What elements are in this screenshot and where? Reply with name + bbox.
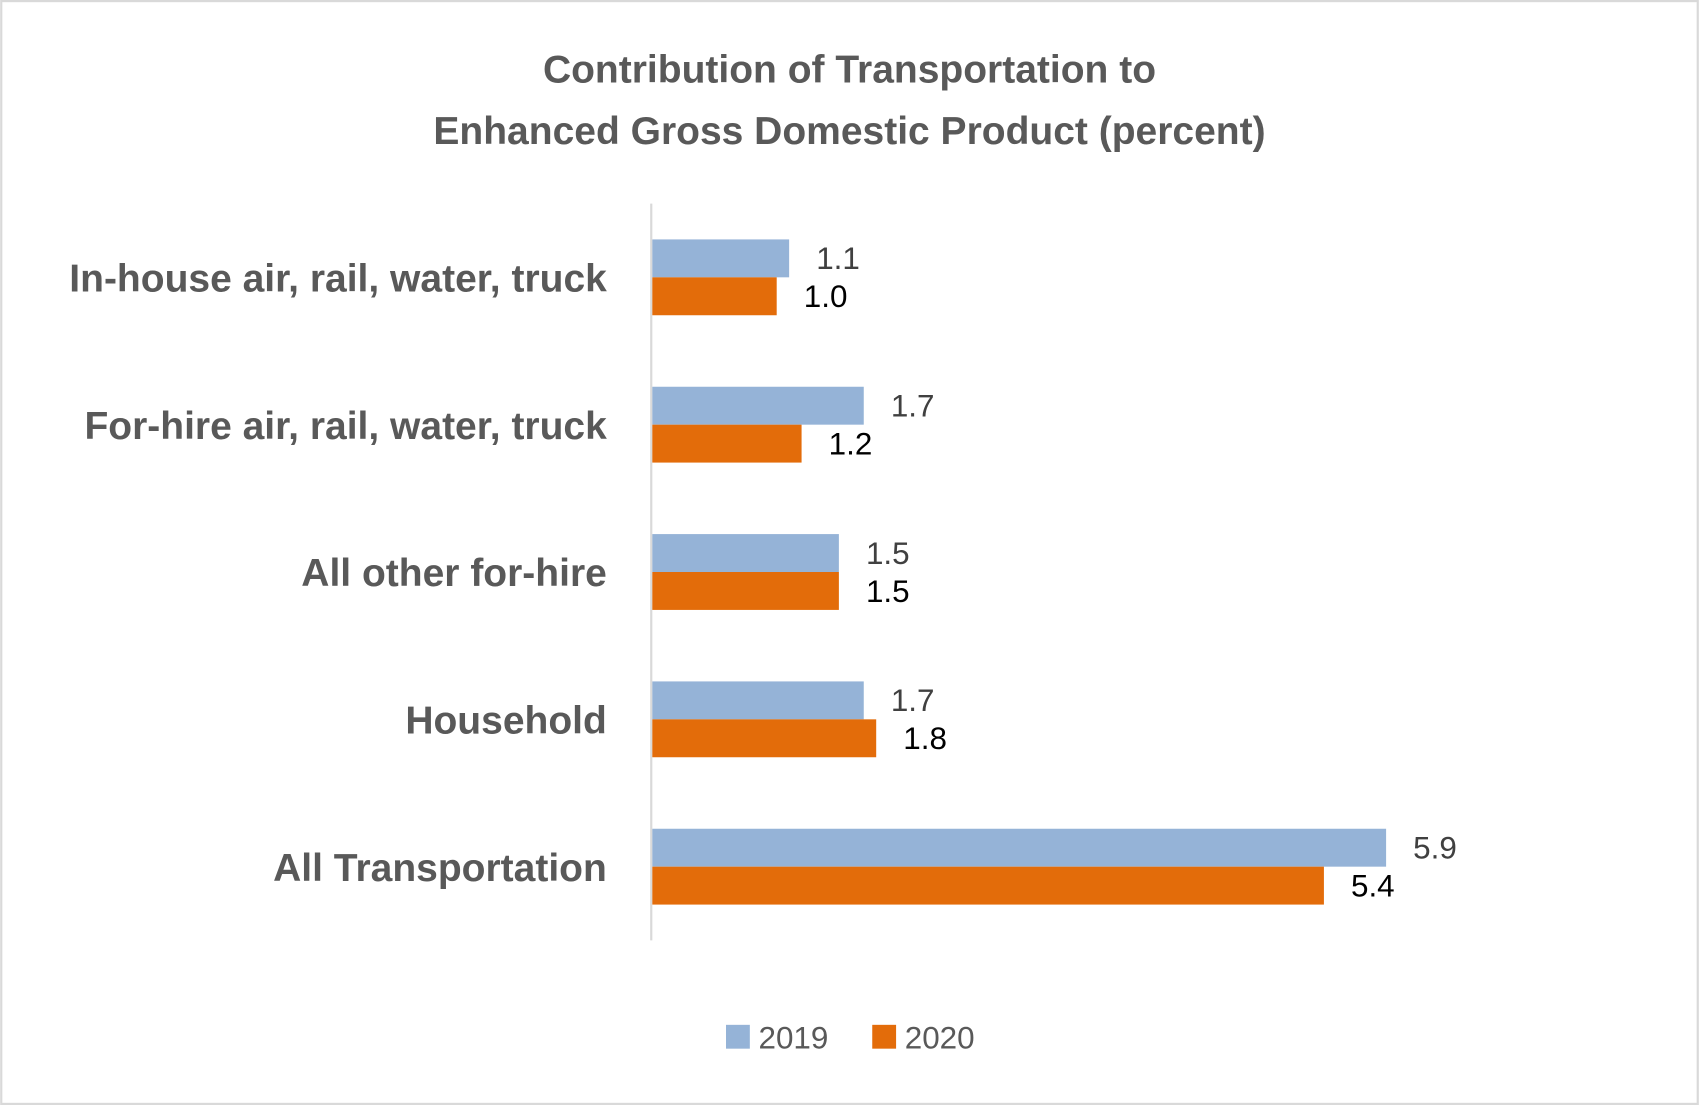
category-label: All Transportation bbox=[273, 847, 607, 890]
bar-2020-2 bbox=[652, 572, 839, 610]
bar-2020-1 bbox=[652, 424, 802, 463]
category-label: In-house air, rail, water, truck bbox=[69, 257, 607, 300]
data-label-2019: 5.9 bbox=[1413, 831, 1457, 866]
bars-group: In-house air, rail, water, truck 1.11.0 Fo… bbox=[69, 239, 1457, 905]
data-label-2019: 1.7 bbox=[891, 389, 935, 424]
bar-2020-3 bbox=[652, 719, 877, 758]
category-label: Household bbox=[405, 699, 606, 742]
bar-2020-0 bbox=[652, 277, 777, 316]
bar-2019-1 bbox=[652, 386, 864, 425]
bar-2020-4 bbox=[652, 866, 1324, 905]
data-label-2019: 1.5 bbox=[866, 536, 910, 571]
category-label: All other for-hire bbox=[301, 552, 607, 595]
legend-swatch-2019 bbox=[726, 1024, 750, 1049]
legend-label-2020: 2020 bbox=[905, 1021, 975, 1056]
data-label-2019: 1.7 bbox=[891, 683, 935, 718]
data-label-2020: 1.0 bbox=[804, 279, 848, 314]
bar-2019-3 bbox=[652, 681, 864, 720]
data-label-2020: 5.4 bbox=[1351, 868, 1395, 903]
chart-title-line-2: Enhanced Gross Domestic Product (percent… bbox=[433, 110, 1265, 153]
bar-2019-0 bbox=[652, 239, 790, 278]
chart-title-line-1: Contribution of Transportation to bbox=[543, 48, 1156, 91]
category-label: For-hire air, rail, water, truck bbox=[84, 405, 607, 448]
bar-2019-2 bbox=[652, 534, 839, 572]
data-label-2020: 1.2 bbox=[829, 426, 873, 461]
data-label-2020: 1.5 bbox=[866, 574, 910, 609]
bar-2019-4 bbox=[652, 828, 1387, 867]
legend: 2019 2020 bbox=[726, 1021, 975, 1056]
legend-label-2019: 2019 bbox=[759, 1021, 829, 1056]
data-label-2020: 1.8 bbox=[903, 721, 947, 756]
data-label-2019: 1.1 bbox=[816, 241, 860, 276]
legend-swatch-2020 bbox=[872, 1024, 897, 1049]
